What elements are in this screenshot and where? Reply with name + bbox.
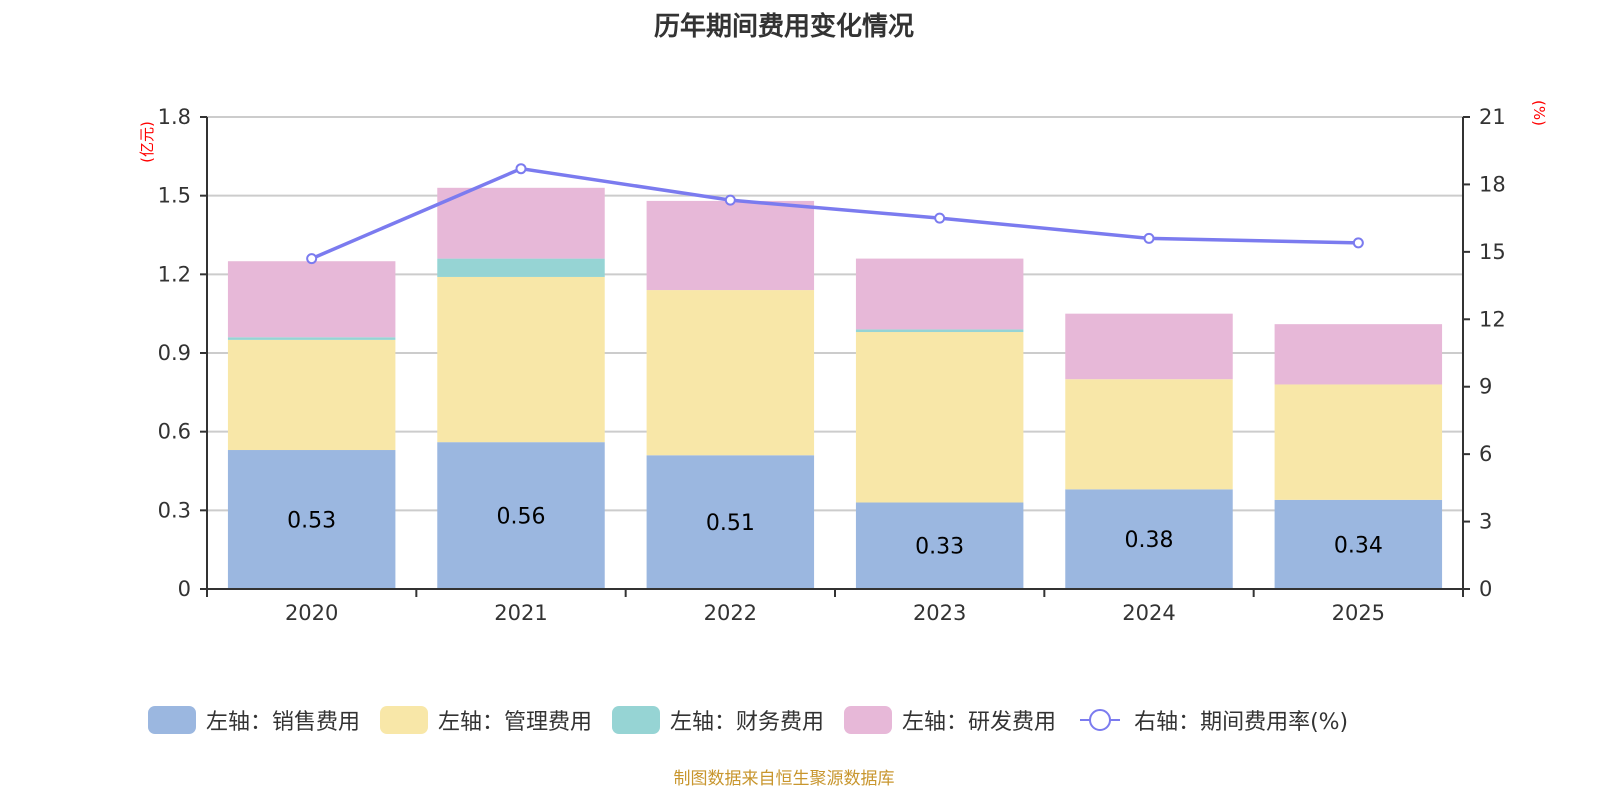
legend-label: 左轴：研发费用 <box>902 710 1057 735</box>
x-axis-tick-label: 2020 <box>285 601 338 625</box>
right-axis-tick-label: 3 <box>1479 510 1492 534</box>
legend-label: 左轴：管理费用 <box>438 710 593 735</box>
left-axis-tick-label: 0.9 <box>158 341 191 365</box>
bar-segment <box>855 258 1024 330</box>
bar-data-label: 0.51 <box>706 511 755 536</box>
rate-line-point <box>1352 237 1364 249</box>
bars <box>227 187 1443 589</box>
legend-line-marker-icon <box>1080 709 1121 731</box>
legend-label: 左轴：财务费用 <box>670 710 825 735</box>
bar-segment <box>855 502 1024 589</box>
x-axis-tick-label: 2022 <box>704 601 757 625</box>
legend-swatch <box>612 706 661 734</box>
x-axis-tick-label: 2023 <box>913 601 966 625</box>
right-axis-tick-label: 6 <box>1479 442 1492 466</box>
bar-segment <box>1065 489 1233 589</box>
bar-data-label: 0.34 <box>1334 533 1383 558</box>
legend-swatch <box>380 706 429 734</box>
legend-item[interactable]: 左轴：研发费用 <box>844 704 1056 736</box>
bar-data-label: 0.56 <box>497 505 546 530</box>
right-axis-tick-label: 18 <box>1479 172 1506 196</box>
bar-segment <box>227 261 396 338</box>
bar-segment <box>1065 379 1233 490</box>
right-axis-tick-label: 12 <box>1479 307 1506 331</box>
left-axis-tick-label: 1.8 <box>158 105 191 129</box>
bar-segment <box>855 332 1024 503</box>
legend-item[interactable]: 左轴：财务费用 <box>612 704 824 736</box>
bar-data-label: 0.33 <box>915 535 964 560</box>
legend-swatch <box>148 706 196 734</box>
x-axis-tick-label: 2025 <box>1332 601 1385 625</box>
rate-line <box>310 166 1359 261</box>
gridlines <box>207 116 1463 512</box>
rate-line-point <box>1143 232 1155 244</box>
legend-swatch <box>844 706 893 734</box>
bar-segment <box>437 187 605 259</box>
source-note: 制图数据来自恒生聚源数据库 <box>673 769 895 789</box>
left-axis-tick-label: 1.5 <box>158 184 191 208</box>
rate-line-series <box>306 163 1364 265</box>
legend-item[interactable]: 右轴：期间费用率(%) <box>1076 704 1348 736</box>
rate-line-point <box>515 163 527 175</box>
x-axis-tick-label: 2021 <box>494 601 547 625</box>
bar-data-label: 0.53 <box>287 509 336 534</box>
axes: 0 0.3 0.6 0.9 1.2 1.5 1.8 0 3 6 9 12 15 18 21 2020 2021 2… <box>158 105 1506 625</box>
left-axis-tick-label: 0 <box>178 577 191 601</box>
left-axis-unit-label: (亿元) <box>138 121 156 163</box>
bar-segment <box>855 329 1024 333</box>
legend: 左轴：销售费用 左轴：管理费用 左轴：财务费用 左轴：研发费用 右轴：期间费用率(%) <box>148 704 1368 736</box>
bar-segment <box>1274 324 1443 385</box>
bar-segment <box>227 337 396 340</box>
bar-segment <box>437 276 605 443</box>
left-axis-tick-label: 0.3 <box>158 498 191 522</box>
bar-segment <box>646 200 815 291</box>
legend-item[interactable]: 左轴：销售费用 <box>148 704 360 736</box>
right-axis-unit-label: (%) <box>1530 100 1548 126</box>
right-axis-tick-label: 9 <box>1479 375 1492 399</box>
bar-segment <box>646 455 815 589</box>
bar-segment <box>1274 499 1443 589</box>
right-axis-tick-label: 0 <box>1479 577 1492 601</box>
bar-segment <box>227 339 396 451</box>
rate-line-point <box>724 194 736 206</box>
left-axis-tick-label: 1.2 <box>158 262 191 286</box>
legend-label: 左轴：销售费用 <box>206 710 361 735</box>
bar-segment <box>437 442 605 589</box>
bar-segment <box>1065 313 1233 380</box>
left-axis-tick-label: 0.6 <box>158 420 191 444</box>
bar-data-label: 0.38 <box>1125 528 1174 553</box>
legend-label: 右轴：期间费用率(%) <box>1134 710 1349 735</box>
right-axis-tick-label: 21 <box>1479 105 1506 129</box>
data-labels: 0.53 0.56 0.51 0.33 0.38 0.34 <box>287 505 1383 560</box>
right-axis-tick-label: 15 <box>1479 240 1506 264</box>
rate-line-point <box>306 253 318 265</box>
bar-segment <box>227 450 396 589</box>
legend-item[interactable]: 左轴：管理费用 <box>380 704 592 736</box>
bar-segment <box>1274 384 1443 500</box>
chart-title: 历年期间费用变化情况 <box>653 12 914 42</box>
bar-segment <box>646 290 815 456</box>
rate-line-point <box>934 212 946 224</box>
bar-segment <box>437 258 605 277</box>
x-axis-tick-label: 2024 <box>1122 601 1175 625</box>
